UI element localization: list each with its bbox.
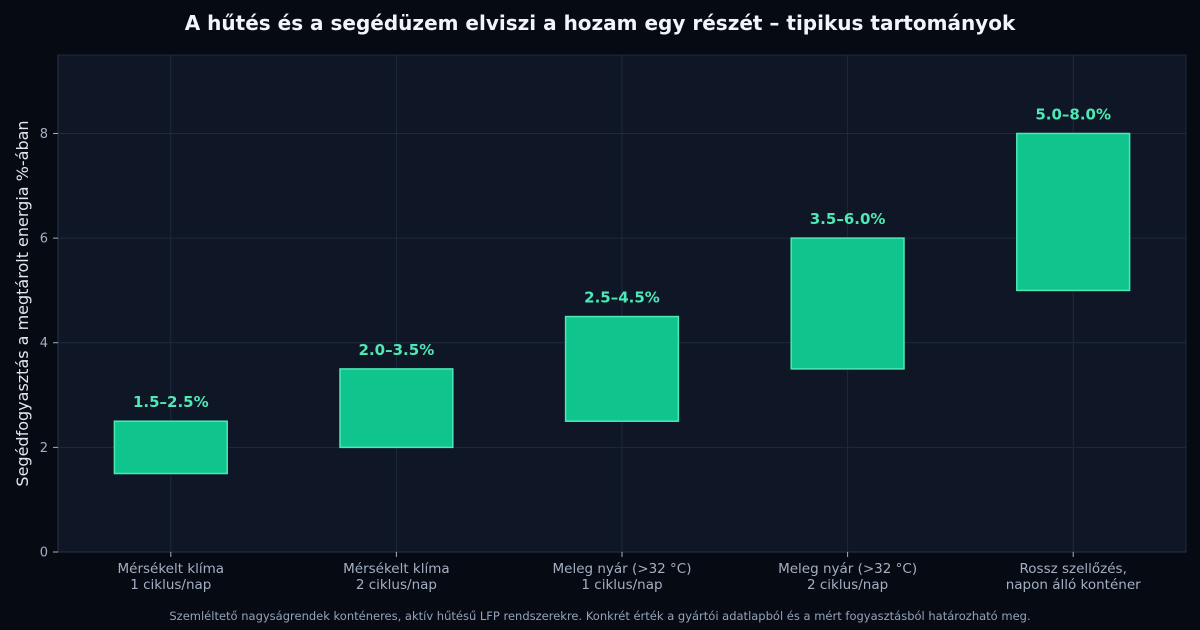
data-label: 1.5–2.5% <box>133 393 209 411</box>
x-tick-label: 1 ciklus/nap <box>581 577 662 593</box>
data-label: 3.5–6.0% <box>810 210 886 228</box>
data-label: 5.0–8.0% <box>1035 105 1111 123</box>
x-tick-label: Meleg nyár (>32 °C) <box>778 561 917 577</box>
chart-title: A hűtés és a segédüzem elviszi a hozam e… <box>184 11 1016 35</box>
data-labels: 1.5–2.5% 2.0–3.5% 2.5–4.5% 3.5–6.0% 5.0–8.0% <box>133 105 1111 411</box>
x-tick-label: Meleg nyár (>32 °C) <box>552 561 691 577</box>
x-tick-label: Mérsékelt klíma <box>118 561 225 577</box>
range-bar <box>564 315 680 422</box>
y-tick-label: 4 <box>40 336 48 351</box>
footnote: Szemléltető nagyságrendek konténeres, ak… <box>169 609 1031 623</box>
y-tick-label: 2 <box>40 441 48 456</box>
data-label: 2.0–3.5% <box>359 341 435 359</box>
y-tick-label: 8 <box>40 127 48 142</box>
x-tick-label: 1 ciklus/nap <box>130 577 211 593</box>
x-tick-label: 2 ciklus/nap <box>356 577 437 593</box>
range-bar <box>1016 132 1131 292</box>
x-tick-label: napon álló konténer <box>1006 577 1141 593</box>
data-label: 2.5–4.5% <box>584 289 660 307</box>
range-bar <box>339 368 454 449</box>
y-tick-label: 0 <box>40 546 48 561</box>
x-tick-label: 2 ciklus/nap <box>807 577 888 593</box>
x-tick-label: Rossz szellőzés, <box>1020 561 1127 577</box>
y-axis-label: Segédfogyasztás a megtárolt energia %-áb… <box>13 120 32 486</box>
bars <box>113 132 1131 475</box>
range-bar <box>113 420 228 475</box>
range-bar <box>790 237 905 370</box>
x-tick-label: Mérsékelt klíma <box>343 561 450 577</box>
y-tick-label: 6 <box>40 232 48 247</box>
